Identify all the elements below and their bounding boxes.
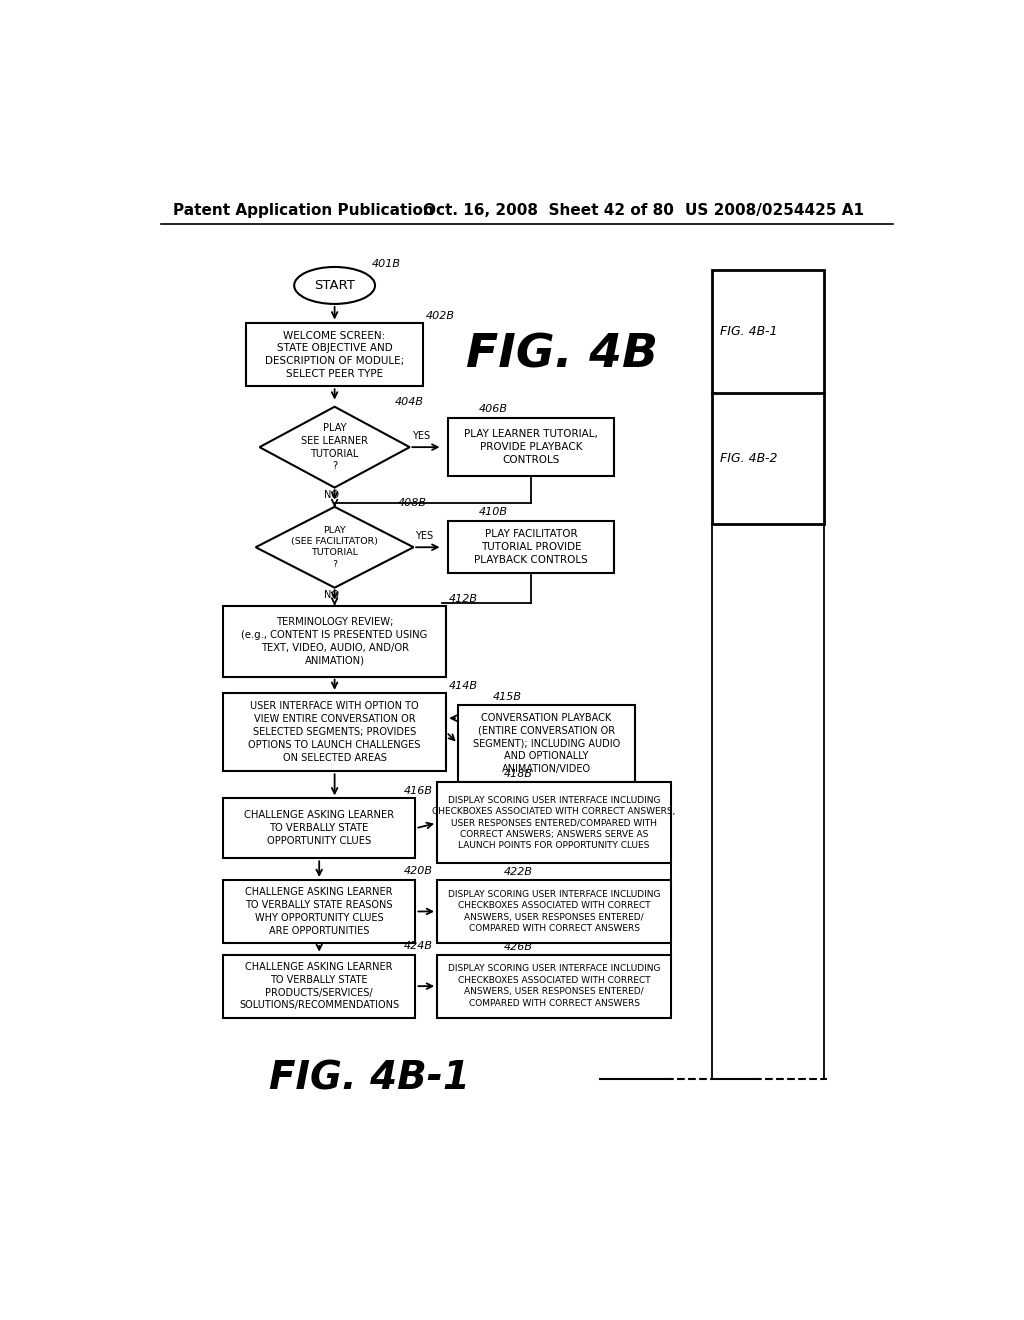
Text: CHALLENGE ASKING LEARNER
TO VERBALLY STATE
OPPORTUNITY CLUES: CHALLENGE ASKING LEARNER TO VERBALLY STA… bbox=[244, 810, 394, 846]
Text: 401B: 401B bbox=[372, 259, 400, 269]
FancyBboxPatch shape bbox=[223, 954, 416, 1018]
Text: 420B: 420B bbox=[403, 866, 433, 876]
Text: DISPLAY SCORING USER INTERFACE INCLUDING
CHECKBOXES ASSOCIATED WITH CORRECT
ANSW: DISPLAY SCORING USER INTERFACE INCLUDING… bbox=[447, 890, 660, 933]
FancyBboxPatch shape bbox=[436, 880, 672, 942]
FancyBboxPatch shape bbox=[449, 418, 613, 477]
FancyBboxPatch shape bbox=[712, 271, 823, 524]
Text: 406B: 406B bbox=[478, 404, 508, 413]
Text: PLAY
SEE LEARNER
TUTORIAL
?: PLAY SEE LEARNER TUTORIAL ? bbox=[301, 422, 368, 471]
Text: FIG. 4B-2: FIG. 4B-2 bbox=[720, 453, 777, 465]
Text: Patent Application Publication: Patent Application Publication bbox=[173, 203, 433, 218]
Text: CONVERSATION PLAYBACK
(ENTIRE CONVERSATION OR
SEGMENT); INCLUDING AUDIO
AND OPTI: CONVERSATION PLAYBACK (ENTIRE CONVERSATI… bbox=[473, 713, 620, 775]
Text: Oct. 16, 2008  Sheet 42 of 80: Oct. 16, 2008 Sheet 42 of 80 bbox=[423, 203, 674, 218]
Text: PLAY
(SEE FACILITATOR)
TUTORIAL
?: PLAY (SEE FACILITATOR) TUTORIAL ? bbox=[291, 525, 378, 569]
Text: YES: YES bbox=[416, 532, 433, 541]
Text: NO: NO bbox=[324, 490, 339, 500]
Polygon shape bbox=[259, 407, 410, 487]
FancyBboxPatch shape bbox=[223, 880, 416, 942]
Text: DISPLAY SCORING USER INTERFACE INCLUDING
CHECKBOXES ASSOCIATED WITH CORRECT
ANSW: DISPLAY SCORING USER INTERFACE INCLUDING… bbox=[447, 965, 660, 1008]
FancyBboxPatch shape bbox=[458, 705, 635, 781]
Text: 424B: 424B bbox=[403, 941, 433, 952]
Text: FIG. 4B: FIG. 4B bbox=[466, 333, 657, 378]
Text: START: START bbox=[314, 279, 355, 292]
Text: NO: NO bbox=[324, 590, 339, 601]
Text: 414B: 414B bbox=[449, 681, 477, 690]
FancyBboxPatch shape bbox=[246, 323, 423, 387]
Text: 410B: 410B bbox=[478, 507, 508, 517]
Text: TERMINOLOGY REVIEW;
(e.g., CONTENT IS PRESENTED USING
TEXT, VIDEO, AUDIO, AND/OR: TERMINOLOGY REVIEW; (e.g., CONTENT IS PR… bbox=[242, 616, 428, 665]
Text: 418B: 418B bbox=[504, 770, 534, 779]
Text: DISPLAY SCORING USER INTERFACE INCLUDING
CHECKBOXES ASSOCIATED WITH CORRECT ANSW: DISPLAY SCORING USER INTERFACE INCLUDING… bbox=[432, 796, 676, 850]
FancyBboxPatch shape bbox=[436, 954, 672, 1018]
Text: 422B: 422B bbox=[504, 867, 534, 878]
Text: 408B: 408B bbox=[397, 498, 427, 508]
Text: 402B: 402B bbox=[425, 312, 455, 321]
Text: PLAY FACILITATOR
TUTORIAL PROVIDE
PLAYBACK CONTROLS: PLAY FACILITATOR TUTORIAL PROVIDE PLAYBA… bbox=[474, 529, 588, 565]
Text: US 2008/0254425 A1: US 2008/0254425 A1 bbox=[685, 203, 864, 218]
Text: YES: YES bbox=[412, 432, 430, 441]
Text: WELCOME SCREEN:
STATE OBJECTIVE AND
DESCRIPTION OF MODULE;
SELECT PEER TYPE: WELCOME SCREEN: STATE OBJECTIVE AND DESC… bbox=[265, 330, 404, 379]
FancyBboxPatch shape bbox=[223, 693, 446, 771]
Text: 416B: 416B bbox=[403, 785, 433, 796]
Text: CHALLENGE ASKING LEARNER
TO VERBALLY STATE REASONS
WHY OPPORTUNITY CLUES
ARE OPP: CHALLENGE ASKING LEARNER TO VERBALLY STA… bbox=[246, 887, 393, 936]
FancyBboxPatch shape bbox=[223, 606, 446, 677]
FancyBboxPatch shape bbox=[436, 783, 672, 863]
Text: 404B: 404B bbox=[394, 397, 424, 408]
FancyBboxPatch shape bbox=[223, 799, 416, 858]
Text: FIG. 4B-1: FIG. 4B-1 bbox=[269, 1060, 470, 1097]
Ellipse shape bbox=[294, 267, 375, 304]
Text: FIG. 4B-1: FIG. 4B-1 bbox=[720, 325, 777, 338]
Text: PLAY LEARNER TUTORIAL,
PROVIDE PLAYBACK
CONTROLS: PLAY LEARNER TUTORIAL, PROVIDE PLAYBACK … bbox=[464, 429, 598, 465]
Text: 415B: 415B bbox=[493, 693, 521, 702]
Text: CHALLENGE ASKING LEARNER
TO VERBALLY STATE
PRODUCTS/SERVICES/
SOLUTIONS/RECOMMEN: CHALLENGE ASKING LEARNER TO VERBALLY STA… bbox=[240, 962, 399, 1010]
Polygon shape bbox=[256, 507, 414, 587]
FancyBboxPatch shape bbox=[449, 521, 613, 573]
Text: 426B: 426B bbox=[504, 942, 534, 952]
Text: 412B: 412B bbox=[449, 594, 477, 603]
Text: USER INTERFACE WITH OPTION TO
VIEW ENTIRE CONVERSATION OR
SELECTED SEGMENTS; PRO: USER INTERFACE WITH OPTION TO VIEW ENTIR… bbox=[249, 701, 421, 763]
